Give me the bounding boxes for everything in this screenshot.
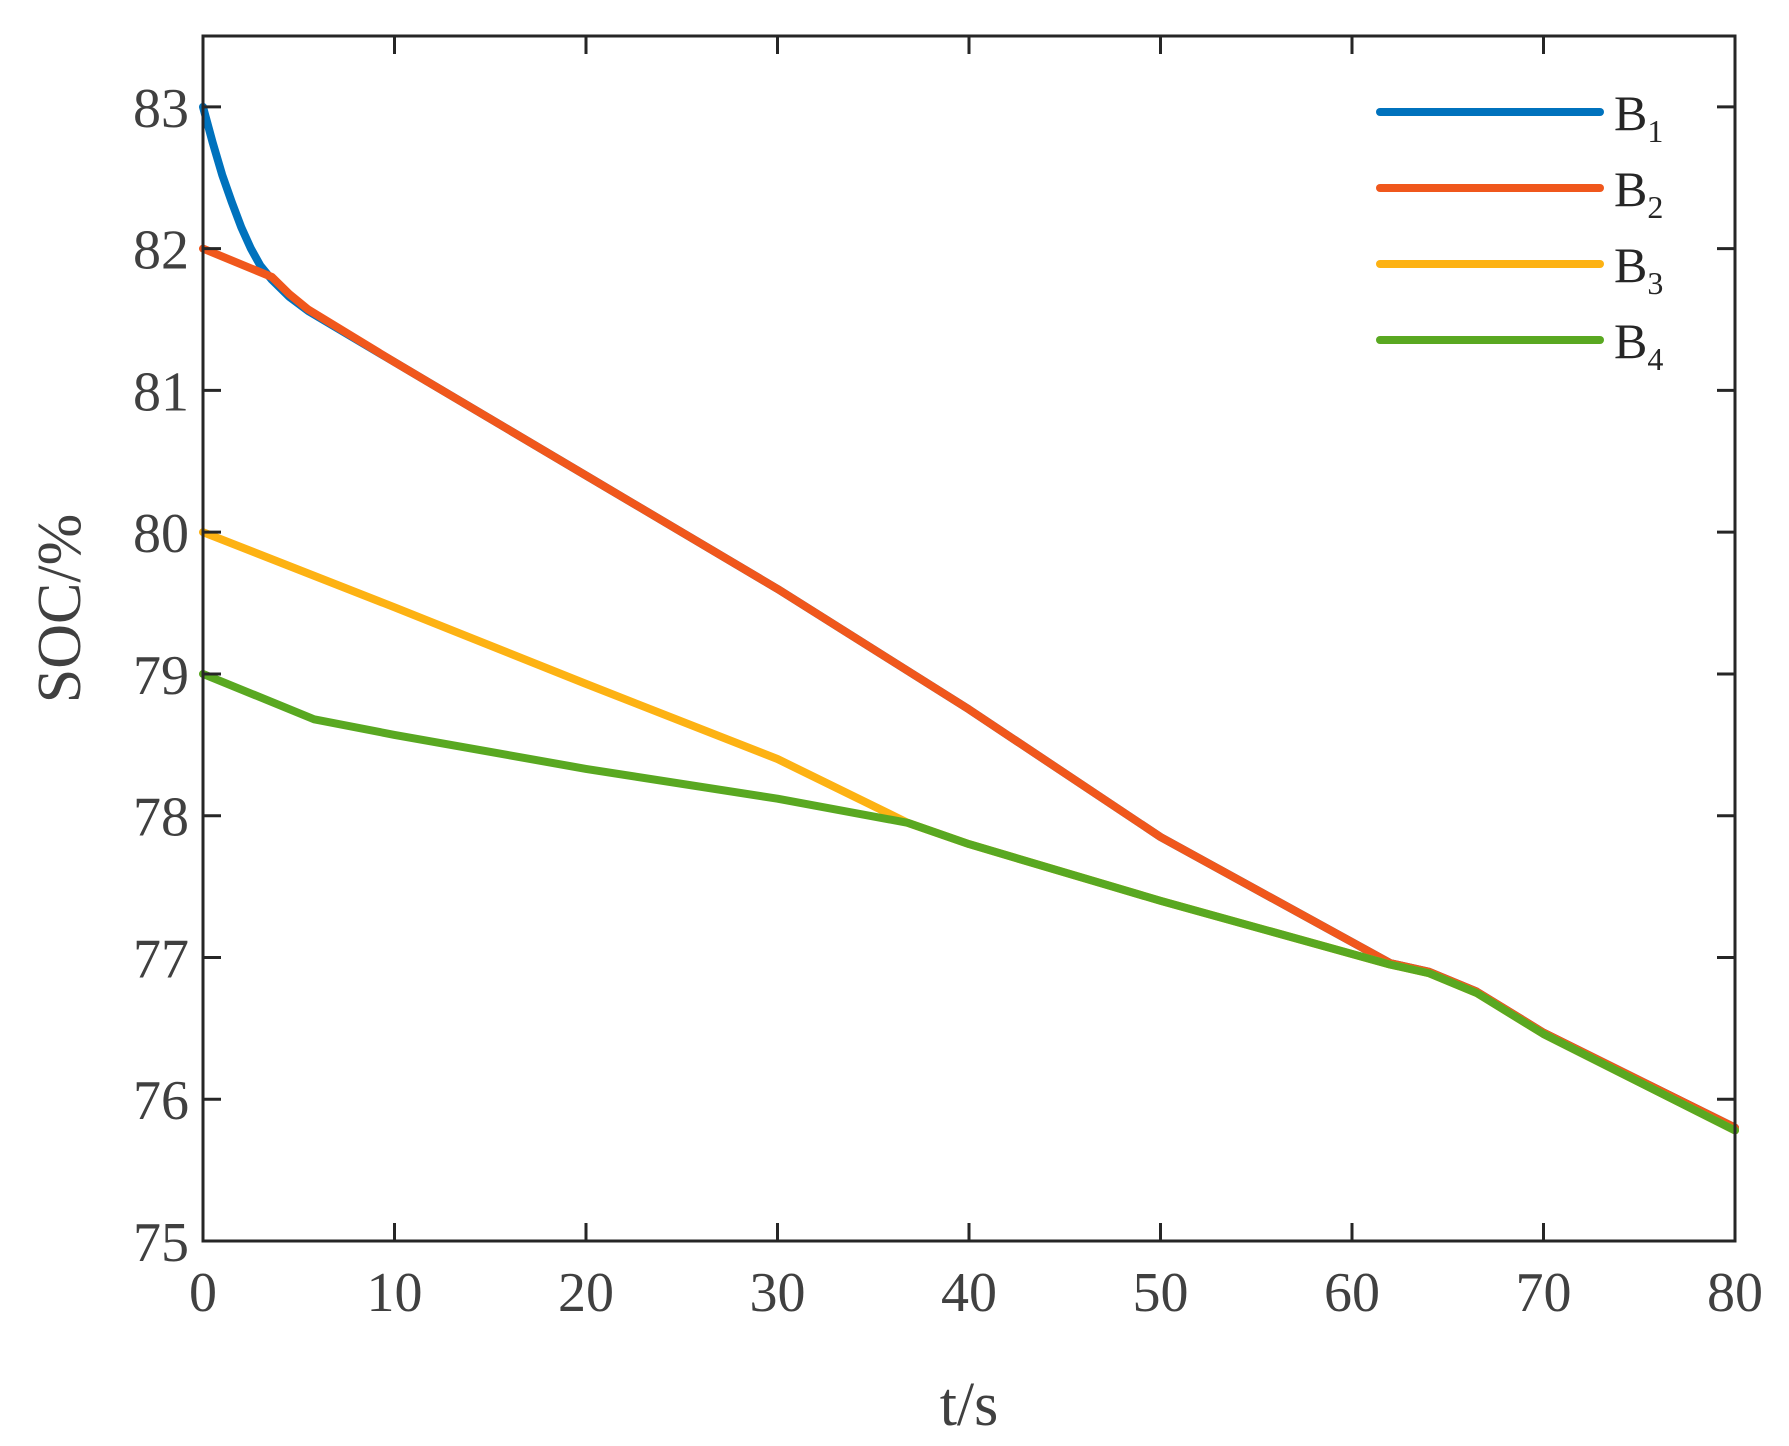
- legend-label-main: B: [1614, 161, 1647, 217]
- y-tick-label: 76: [133, 1070, 189, 1132]
- legend-label-subscript: 1: [1647, 113, 1663, 149]
- legend-item-b4: B4: [1376, 313, 1663, 377]
- x-tick-label: 10: [367, 1262, 423, 1324]
- y-tick-label: 75: [133, 1212, 189, 1274]
- legend-label: B3: [1614, 237, 1663, 301]
- x-tick-label: 80: [1707, 1262, 1763, 1324]
- y-tick-label: 80: [133, 503, 189, 565]
- y-tick-label: 83: [133, 78, 189, 140]
- legend-label: B1: [1614, 85, 1663, 149]
- legend-label-main: B: [1614, 313, 1647, 369]
- x-axis-title: t/s: [940, 1371, 999, 1439]
- legend-item-b1: B1: [1376, 85, 1663, 149]
- x-tick-label: 50: [1133, 1262, 1189, 1324]
- legend-label-main: B: [1614, 237, 1647, 293]
- y-tick-label: 77: [133, 928, 189, 990]
- legend-label-main: B: [1614, 85, 1647, 141]
- legend-label: B4: [1614, 313, 1663, 377]
- x-tick-label: 30: [750, 1262, 806, 1324]
- legend-label-subscript: 2: [1647, 189, 1663, 225]
- legend-label: B2: [1614, 161, 1663, 225]
- x-tick-label: 70: [1516, 1262, 1572, 1324]
- x-tick-label: 20: [558, 1262, 614, 1324]
- legend-item-b3: B3: [1376, 237, 1663, 301]
- y-tick-label: 79: [133, 645, 189, 707]
- y-tick-label: 81: [133, 361, 189, 423]
- x-tick-label: 40: [941, 1262, 997, 1324]
- y-axis-title: SOC/%: [26, 514, 94, 703]
- series-line-b4: [199, 669, 1739, 1135]
- legend-label-subscript: 4: [1647, 341, 1663, 377]
- y-tick-label: 82: [133, 220, 189, 282]
- legend-item-b2: B2: [1376, 161, 1663, 225]
- series-layer: [199, 102, 1739, 1135]
- legend-label-subscript: 3: [1647, 265, 1663, 301]
- x-tick-label: 0: [189, 1262, 217, 1324]
- x-tick-label: 60: [1324, 1262, 1380, 1324]
- y-tick-label: 78: [133, 787, 189, 849]
- ticks-layer: 0 10 20 30 40 50 60 70 80 75 76 77 78 79 80 81 82 83: [133, 36, 1763, 1324]
